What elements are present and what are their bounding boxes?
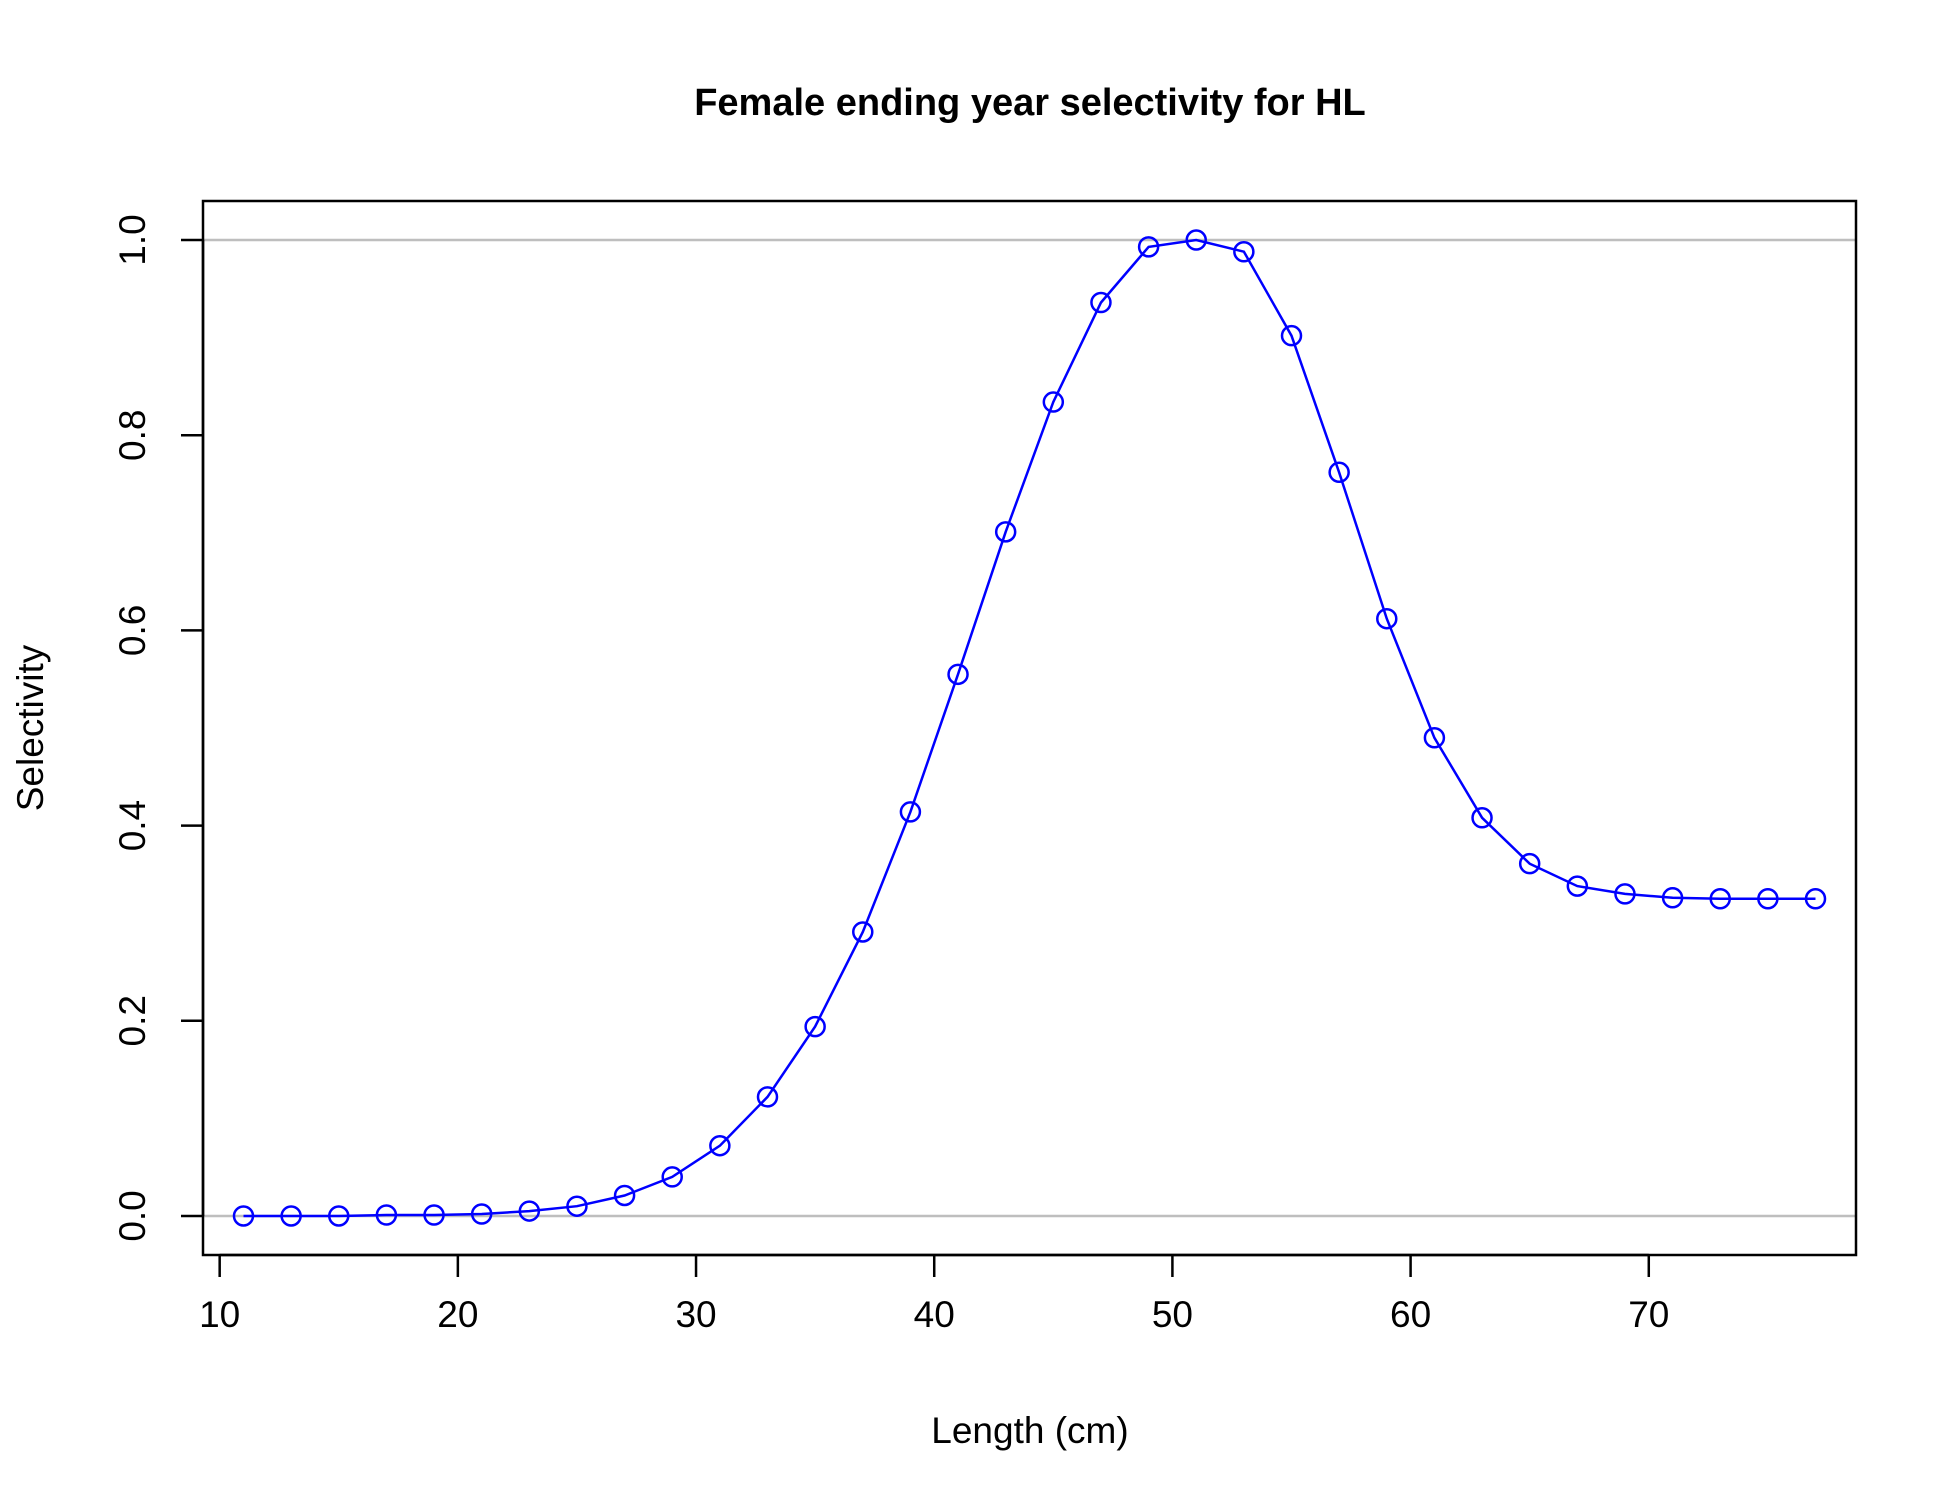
data-point (852, 921, 874, 943)
data-point (232, 1205, 255, 1227)
x-tick-label: 40 (914, 1294, 955, 1335)
x-tick-label: 50 (1152, 1294, 1193, 1335)
y-tick-label: 0.0 (112, 1190, 153, 1241)
data-point (1614, 883, 1636, 905)
data-point (1518, 852, 1541, 875)
data-point (518, 1200, 541, 1222)
reference-lines (203, 238, 1856, 1218)
data-point (1566, 875, 1589, 897)
series-line (243, 238, 1816, 1218)
data-point (1328, 461, 1350, 484)
series-layer (232, 229, 1827, 1227)
x-tick-label: 20 (437, 1294, 478, 1335)
data-point (613, 1184, 636, 1207)
data-point (566, 1195, 588, 1217)
data-point (328, 1205, 350, 1227)
data-point (756, 1086, 779, 1108)
data-point (1804, 888, 1827, 910)
y-axis: 0.0 0.2 0.4 0.6 0.8 1.0 (112, 214, 205, 1242)
y-axis-label: Selectivity (10, 644, 51, 811)
x-tick-label: 70 (1628, 1294, 1669, 1335)
data-point (994, 521, 1017, 543)
y-tick-label: 1.0 (112, 214, 153, 265)
data-point (661, 1166, 683, 1188)
x-tick-label: 30 (675, 1294, 716, 1335)
plot-frame (201, 199, 1858, 1257)
data-point (804, 1015, 826, 1038)
data-point (470, 1203, 493, 1225)
y-tick-label: 0.8 (112, 410, 153, 461)
chart-title: Female ending year selectivity for HL (694, 82, 1366, 124)
data-point (709, 1134, 731, 1157)
y-tick-label: 0.2 (112, 995, 153, 1046)
data-point (1376, 607, 1398, 630)
data-point (1185, 229, 1207, 251)
data-point (280, 1205, 302, 1227)
data-point (1233, 240, 1255, 263)
data-point (1042, 391, 1065, 413)
x-axis: 10 20 30 40 50 60 70 (199, 1253, 1669, 1335)
data-point (1090, 291, 1112, 314)
data-point (1661, 887, 1684, 909)
x-tick-label: 60 (1390, 1294, 1431, 1335)
x-tick-label: 10 (199, 1294, 240, 1335)
data-point (899, 801, 922, 823)
data-point (1280, 324, 1303, 347)
data-point (375, 1204, 398, 1226)
data-point (1423, 727, 1446, 749)
data-point (1709, 888, 1731, 910)
y-tick-label: 0.6 (112, 605, 153, 656)
data-point (947, 663, 969, 686)
data-point (1757, 888, 1779, 910)
data-point (423, 1204, 445, 1226)
y-tick-label: 0.4 (112, 800, 153, 851)
x-axis-label: Length (cm) (931, 1410, 1128, 1451)
data-point (1137, 236, 1160, 258)
data-point (1471, 807, 1493, 829)
